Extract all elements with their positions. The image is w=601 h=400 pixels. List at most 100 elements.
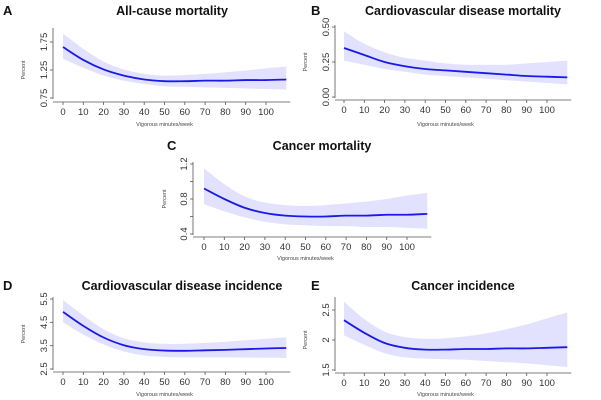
- confidence-band: [63, 33, 287, 90]
- x-tick-label: 40: [420, 378, 431, 389]
- y-axis-label: Percent: [303, 330, 309, 349]
- x-tick-label: 60: [461, 378, 472, 389]
- x-tick-label: 0: [341, 378, 346, 389]
- x-tick-label: 60: [180, 377, 191, 388]
- x-tick-label: 50: [159, 107, 170, 118]
- x-axis-label: Vigorous minutes/week: [417, 392, 474, 398]
- x-tick-label: 30: [400, 378, 411, 389]
- x-tick-label: 80: [220, 107, 231, 118]
- x-tick-label: 30: [119, 107, 130, 118]
- x-tick-label: 30: [119, 377, 130, 388]
- x-tick-label: 100: [258, 107, 274, 118]
- x-tick-label: 10: [359, 105, 370, 116]
- panel-title: Cardiovascular disease incidence: [82, 279, 283, 293]
- y-tick-label: 2: [321, 337, 332, 342]
- x-tick-label: 0: [341, 105, 346, 116]
- x-tick-label: 50: [300, 242, 311, 253]
- x-tick-label: 60: [321, 242, 332, 253]
- estimate-line: [343, 319, 568, 351]
- panel-title: Cancer mortality: [273, 139, 372, 153]
- x-tick-label: 80: [501, 378, 512, 389]
- panel-letter: A: [3, 3, 13, 18]
- panel-letter: C: [167, 138, 177, 153]
- x-tick-label: 0: [60, 377, 65, 388]
- panel-c: C Cancer mortality 0.4 0.8 1.2 0 10 20 30 40 50 6…: [162, 138, 432, 262]
- y-tick-label: 5.5: [39, 292, 50, 305]
- x-tick-label: 80: [501, 105, 512, 116]
- panel-a: A All-cause mortality 0.75 1.25 1.75 0 10 20 3…: [3, 3, 291, 128]
- confidence-band: [344, 301, 568, 367]
- x-tick-label: 20: [239, 242, 250, 253]
- x-tick-label: 10: [78, 377, 89, 388]
- x-axis-label: Vigorous minutes/week: [417, 122, 474, 128]
- x-tick-label: 50: [440, 378, 451, 389]
- panel-title: All-cause mortality: [116, 4, 228, 18]
- x-tick-label: 10: [78, 107, 89, 118]
- x-tick-label: 20: [379, 378, 390, 389]
- y-tick-label: 0.75: [39, 89, 50, 108]
- x-tick-label: 0: [201, 242, 206, 253]
- panel-title: Cardiovascular disease mortality: [365, 4, 561, 18]
- x-tick-label: 10: [219, 242, 230, 253]
- x-tick-label: 20: [98, 107, 109, 118]
- x-tick-label: 80: [361, 242, 372, 253]
- x-tick-label: 70: [341, 242, 352, 253]
- y-tick-label: 3.5: [39, 339, 50, 352]
- y-tick-label: 1.2: [179, 157, 190, 170]
- estimate-line: [343, 47, 568, 79]
- y-tick-label: 1.75: [39, 33, 50, 52]
- x-tick-label: 90: [521, 378, 532, 389]
- estimate-line: [62, 311, 287, 352]
- estimate-line: [203, 187, 428, 218]
- y-tick-label: 2.5: [39, 362, 50, 375]
- panel-letter: E: [311, 278, 320, 293]
- x-tick-label: 50: [440, 105, 451, 116]
- x-tick-label: 30: [400, 105, 411, 116]
- x-tick-label: 70: [200, 107, 211, 118]
- x-tick-label: 50: [159, 377, 170, 388]
- y-tick-label: 2.5: [321, 303, 332, 316]
- x-tick-label: 70: [481, 378, 492, 389]
- x-tick-label: 0: [60, 107, 65, 118]
- y-axis-label: Percent: [303, 52, 309, 71]
- y-tick-label: 1.5: [321, 363, 332, 376]
- x-tick-label: 90: [240, 107, 251, 118]
- x-tick-label: 100: [258, 377, 274, 388]
- y-tick-label: 0.8: [179, 192, 190, 205]
- y-tick-label: 0.25: [321, 53, 332, 72]
- x-tick-label: 40: [420, 105, 431, 116]
- panel-title: Cancer incidence: [411, 279, 515, 293]
- x-tick-label: 100: [539, 105, 555, 116]
- x-axis-label: Vigorous minutes/week: [136, 122, 193, 128]
- x-tick-label: 40: [280, 242, 291, 253]
- panel-letter: B: [311, 3, 320, 18]
- y-tick-label: 0.50: [321, 18, 332, 37]
- x-tick-label: 80: [220, 377, 231, 388]
- confidence-band: [204, 168, 428, 229]
- x-tick-label: 60: [461, 105, 472, 116]
- y-tick-label: 4.5: [39, 316, 50, 329]
- x-tick-label: 70: [481, 105, 492, 116]
- y-tick-label: 0.4: [179, 227, 190, 240]
- y-tick-label: 0.00: [321, 88, 332, 107]
- x-tick-label: 30: [260, 242, 271, 253]
- x-tick-label: 100: [539, 378, 555, 389]
- x-tick-label: 90: [521, 105, 532, 116]
- y-axis-label: Percent: [21, 60, 27, 79]
- x-tick-label: 40: [139, 107, 150, 118]
- panel-b: B Cardiovascular disease mortality 0.00 0…: [303, 3, 572, 128]
- x-axis-label: Vigorous minutes/week: [277, 256, 334, 262]
- x-tick-label: 90: [381, 242, 392, 253]
- confidence-band: [344, 31, 568, 85]
- panel-e: E Cancer incidence 1.5 2 2.5 0 10 20 30 40 50 60 7…: [303, 278, 572, 398]
- x-axis-label: Vigorous minutes/week: [136, 392, 193, 398]
- x-tick-label: 100: [399, 242, 415, 253]
- x-tick-label: 60: [180, 107, 191, 118]
- x-tick-label: 20: [379, 105, 390, 116]
- y-axis-label: Percent: [162, 189, 168, 208]
- estimate-line: [62, 46, 287, 83]
- y-tick-label: 1.25: [39, 61, 50, 80]
- panel-d: D Cardiovascular disease incidence 2.5 3.…: [3, 278, 291, 398]
- x-tick-label: 40: [139, 377, 150, 388]
